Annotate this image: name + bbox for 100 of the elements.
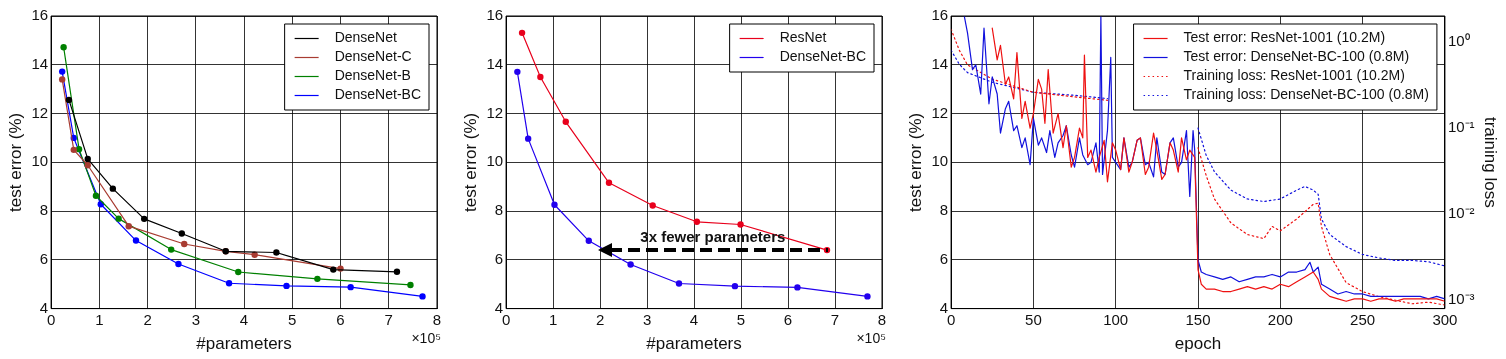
x-axis-title: #parameters <box>196 334 292 354</box>
y-tick-label: 6 <box>494 249 504 267</box>
y2-tick-label: 10⁰ <box>1447 32 1470 50</box>
point <box>864 293 871 300</box>
x-tick-label: 2 <box>595 310 605 328</box>
point <box>737 221 744 228</box>
point <box>235 268 242 276</box>
point <box>605 179 613 186</box>
x-tick-label: 2 <box>143 310 152 328</box>
point <box>562 118 569 126</box>
point <box>419 293 426 300</box>
x-axis-title: #parameters <box>646 334 742 354</box>
point <box>407 281 414 289</box>
x-tick-label: 6 <box>336 310 345 328</box>
point <box>649 202 656 209</box>
point <box>675 280 683 287</box>
y-tick-label: 16 <box>486 6 504 24</box>
y-tick-label: 10 <box>931 152 949 170</box>
point <box>693 218 701 225</box>
x-tick-label: 4 <box>689 310 699 328</box>
legend-label: Test error: DenseNet-BC-100 (0.8M) <box>1183 48 1410 65</box>
y-tick-label: 14 <box>486 54 504 72</box>
x-axis-title: epoch <box>1174 334 1222 354</box>
x-tick-label: 6 <box>783 310 793 328</box>
point <box>84 155 91 163</box>
point <box>109 185 117 192</box>
x-tick-label: 1 <box>95 310 104 328</box>
y-tick-label: 10 <box>486 152 504 170</box>
x-tick-label: 5 <box>288 310 297 328</box>
text: ×10⁵ <box>411 330 441 347</box>
legend-label: DenseNet-BC <box>334 86 422 103</box>
point <box>524 135 532 142</box>
y-tick-label: 4 <box>494 298 504 316</box>
x-tick-label: 250 <box>1350 310 1376 328</box>
point <box>92 192 100 199</box>
point <box>125 222 132 230</box>
point <box>537 73 544 81</box>
y-tick-label: 10 <box>31 152 49 170</box>
y-tick-label: 12 <box>486 103 504 121</box>
x-tick-label: 300 <box>1432 310 1458 328</box>
point <box>585 237 592 245</box>
point <box>551 201 558 208</box>
y2-tick-label: 10⁻³ <box>1447 290 1475 308</box>
legend-label: Test error: ResNet-1001 (10.2M) <box>1183 29 1386 46</box>
legend-label: DenseNet-BC <box>779 48 867 65</box>
y-tick-label: 16 <box>931 6 949 24</box>
point <box>518 29 526 37</box>
point <box>65 96 73 104</box>
point <box>273 249 280 256</box>
y-tick-label: 8 <box>939 201 949 219</box>
y-tick-label: 14 <box>931 54 949 72</box>
point <box>58 76 66 83</box>
x-tick-label: 7 <box>830 310 840 328</box>
y-tick-label: 16 <box>31 6 49 24</box>
text: ×10⁵ <box>856 330 886 347</box>
point <box>283 282 290 290</box>
x-tick-label: 150 <box>1185 310 1211 328</box>
y-tick-label: 4 <box>939 298 949 316</box>
y2-tick-label: 10⁻² <box>1447 204 1475 222</box>
legend-label: Training loss: ResNet-1001 (10.2M) <box>1183 67 1405 84</box>
legend-label: Training loss: DenseNet-BC-100 (0.8M) <box>1183 86 1429 103</box>
point <box>58 68 66 75</box>
x-tick-label: 7 <box>384 310 393 328</box>
y-tick-label: 4 <box>39 298 49 316</box>
x-tick-label: 4 <box>239 310 249 328</box>
y-axis-title: test error (%) <box>460 112 480 212</box>
point <box>140 215 148 223</box>
point <box>731 282 739 290</box>
y-tick-label: 6 <box>39 249 49 267</box>
legend-label: DenseNet-B <box>334 67 411 84</box>
y-tick-label: 6 <box>939 249 949 267</box>
point <box>314 275 321 283</box>
point <box>168 246 175 253</box>
point <box>175 260 182 268</box>
x-tick-label: 3 <box>191 310 200 328</box>
y2-tick-label: 10⁻¹ <box>1447 118 1475 136</box>
y-tick-label: 14 <box>31 54 49 72</box>
x-tick-label: 5 <box>736 310 746 328</box>
point <box>178 230 186 237</box>
point <box>627 261 634 268</box>
x-tick-label: 3 <box>642 310 652 328</box>
point <box>60 44 67 51</box>
point <box>330 266 337 273</box>
point <box>794 284 801 291</box>
y-axis-title: test error (%) <box>905 112 925 212</box>
y2-axis-title: training loss <box>1481 116 1501 208</box>
point <box>347 283 354 291</box>
point <box>225 280 233 287</box>
point <box>115 215 122 222</box>
y-tick-label: 12 <box>931 103 949 121</box>
y-tick-label: 12 <box>31 103 49 121</box>
point <box>514 68 521 76</box>
point <box>181 240 188 248</box>
y-tick-label: 8 <box>494 201 504 219</box>
point <box>132 237 140 244</box>
x-tick-label: 8 <box>877 310 887 328</box>
point <box>393 268 401 275</box>
x-tick-label: 200 <box>1267 310 1293 328</box>
x-tick-label: 50 <box>1025 310 1042 328</box>
legend-label: ResNet <box>779 29 827 46</box>
